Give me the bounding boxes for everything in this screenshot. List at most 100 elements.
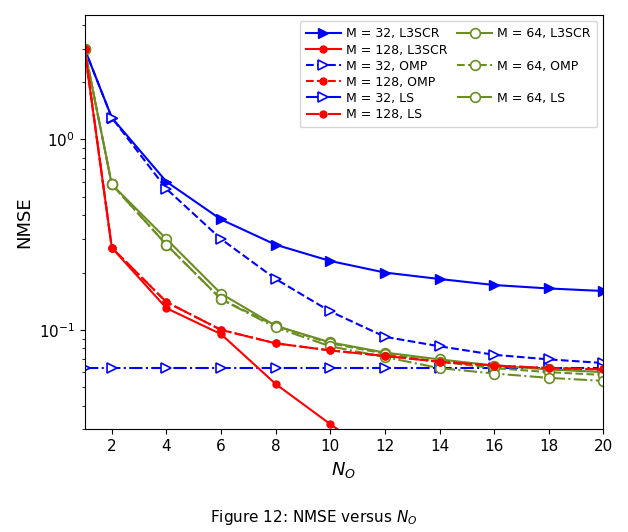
M = 128, L3SCR — [81, 45, 89, 52]
M = 32, LS — [327, 365, 334, 371]
M = 128, L3SCR — [327, 421, 334, 427]
M = 128, OMP — [272, 340, 279, 346]
M = 32, LS — [381, 365, 389, 371]
M = 32, OMP — [490, 352, 498, 358]
M = 32, L3SCR — [436, 276, 443, 282]
M = 128, OMP — [600, 366, 607, 372]
M = 128, LS — [108, 245, 116, 251]
M = 128, LS — [81, 45, 89, 52]
M = 64, OMP — [108, 181, 116, 188]
M = 128, OMP — [436, 359, 443, 365]
M = 64, L3SCR — [600, 369, 607, 376]
M = 64, OMP — [436, 359, 443, 365]
M = 128, LS — [327, 347, 334, 354]
M = 32, OMP — [327, 308, 334, 314]
M = 64, LS — [327, 343, 334, 350]
M = 32, LS — [490, 365, 498, 371]
M = 128, OMP — [163, 299, 170, 305]
M = 32, LS — [217, 365, 225, 371]
M = 32, LS — [545, 365, 553, 371]
M = 64, LS — [436, 365, 443, 371]
M = 32, OMP — [81, 45, 89, 52]
M = 64, LS — [600, 378, 607, 384]
Line: M = 32, LS: M = 32, LS — [80, 363, 609, 373]
M = 64, L3SCR — [545, 366, 553, 372]
M = 32, L3SCR — [272, 242, 279, 248]
M = 64, L3SCR — [81, 45, 89, 52]
M = 128, OMP — [545, 365, 553, 371]
Line: M = 64, L3SCR: M = 64, L3SCR — [80, 44, 609, 377]
M = 64, OMP — [272, 323, 279, 329]
M = 64, L3SCR — [217, 290, 225, 297]
M = 32, LS — [600, 365, 607, 371]
M = 64, LS — [108, 181, 116, 188]
M = 32, LS — [81, 365, 89, 371]
M = 64, OMP — [600, 372, 607, 378]
Line: M = 64, LS: M = 64, LS — [80, 44, 609, 386]
M = 128, OMP — [381, 353, 389, 359]
M = 64, LS — [490, 370, 498, 377]
M = 32, OMP — [163, 186, 170, 192]
M = 32, OMP — [545, 356, 553, 363]
Line: M = 32, OMP: M = 32, OMP — [80, 44, 609, 368]
M = 128, OMP — [327, 347, 334, 354]
M = 32, L3SCR — [381, 269, 389, 276]
M = 32, LS — [108, 365, 116, 371]
M = 128, LS — [436, 359, 443, 365]
Line: M = 128, LS: M = 128, LS — [81, 45, 607, 373]
M = 32, OMP — [217, 236, 225, 242]
M = 128, LS — [545, 365, 553, 371]
M = 64, OMP — [327, 340, 334, 346]
M = 32, OMP — [381, 334, 389, 340]
M = 64, L3SCR — [490, 362, 498, 369]
Line: M = 128, OMP: M = 128, OMP — [81, 45, 607, 373]
M = 32, L3SCR — [545, 285, 553, 292]
M = 32, L3SCR — [600, 288, 607, 294]
M = 64, OMP — [381, 351, 389, 357]
M = 32, OMP — [108, 114, 116, 121]
X-axis label: $N_O$: $N_O$ — [332, 460, 357, 480]
M = 64, L3SCR — [163, 236, 170, 242]
M = 128, L3SCR — [217, 331, 225, 337]
M = 64, L3SCR — [272, 323, 279, 329]
Legend: M = 32, L3SCR, M = 128, L3SCR, M = 32, OMP, M = 128, OMP, M = 32, LS, M = 128, L: M = 32, L3SCR, M = 128, L3SCR, M = 32, O… — [300, 21, 597, 127]
M = 64, L3SCR — [108, 181, 116, 188]
M = 64, LS — [381, 354, 389, 360]
M = 32, OMP — [600, 360, 607, 366]
M = 128, OMP — [217, 327, 225, 333]
M = 128, LS — [381, 353, 389, 359]
M = 64, LS — [272, 324, 279, 330]
M = 32, L3SCR — [81, 45, 89, 52]
M = 64, L3SCR — [327, 339, 334, 346]
M = 32, L3SCR — [327, 258, 334, 264]
M = 32, L3SCR — [217, 217, 225, 223]
M = 128, OMP — [81, 45, 89, 52]
M = 128, L3SCR — [272, 381, 279, 387]
M = 128, LS — [490, 362, 498, 369]
M = 64, LS — [545, 375, 553, 381]
M = 64, LS — [163, 242, 170, 248]
M = 128, L3SCR — [381, 460, 389, 466]
Y-axis label: NMSE: NMSE — [15, 196, 33, 248]
M = 64, OMP — [490, 365, 498, 371]
M = 128, L3SCR — [163, 305, 170, 311]
M = 32, OMP — [272, 276, 279, 282]
M = 32, L3SCR — [163, 178, 170, 185]
Text: Figure 12: NMSE versus $N_O$: Figure 12: NMSE versus $N_O$ — [210, 508, 418, 527]
M = 128, LS — [217, 327, 225, 333]
M = 32, L3SCR — [490, 282, 498, 288]
M = 32, L3SCR — [108, 114, 116, 121]
M = 64, LS — [81, 45, 89, 52]
Line: M = 32, L3SCR: M = 32, L3SCR — [80, 44, 609, 296]
M = 32, LS — [272, 365, 279, 371]
M = 128, L3SCR — [108, 245, 116, 251]
M = 128, L3SCR — [436, 495, 443, 502]
M = 32, LS — [163, 365, 170, 371]
M = 64, OMP — [217, 296, 225, 302]
M = 128, LS — [272, 340, 279, 346]
M = 128, OMP — [108, 245, 116, 251]
M = 64, LS — [217, 296, 225, 302]
M = 64, L3SCR — [436, 356, 443, 363]
M = 128, L3SCR — [490, 526, 498, 532]
M = 64, OMP — [163, 242, 170, 248]
